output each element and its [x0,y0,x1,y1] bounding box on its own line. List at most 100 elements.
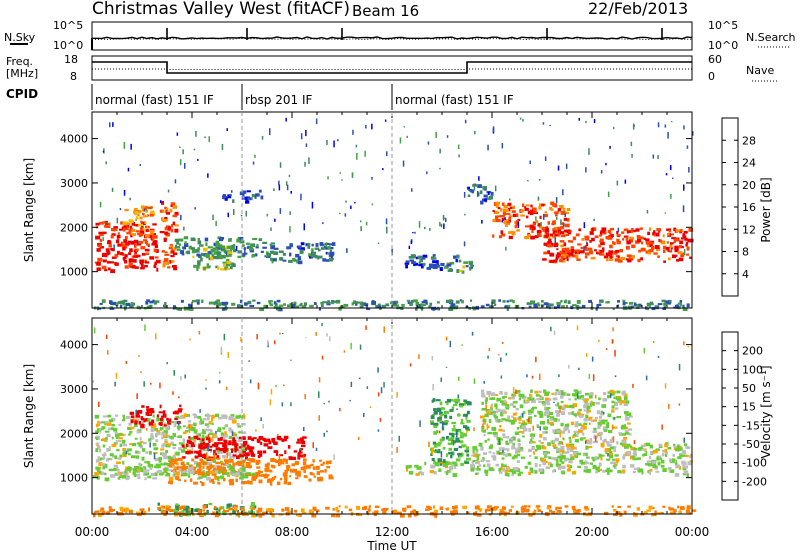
heatmap-cell [137,476,141,480]
nave-trace [92,68,692,70]
heatmap-cell [441,407,444,411]
heatmap-cell [649,301,654,306]
heatmap-cell [175,504,180,509]
heatmap-cell [202,430,206,435]
heatmap-cell [489,397,494,400]
heatmap-cell [117,250,120,255]
heatmap-cell [144,221,147,224]
heatmap-cell [296,473,301,477]
heatmap-cell [168,462,171,467]
heatmap-cell [547,414,550,418]
heatmap-cell [96,467,100,471]
heatmap-cell [668,229,672,233]
heatmap-cell [191,299,197,303]
heatmap-cell [329,254,332,257]
heatmap-cell [113,228,118,231]
heatmap-cell [554,404,558,407]
speckle-point [670,165,672,170]
speckle-point [107,350,109,355]
heatmap-cell [613,390,616,394]
heatmap-cell [210,256,213,261]
heatmap-cell [222,448,228,452]
heatmap-cell [96,267,101,271]
heatmap-cell [239,191,245,196]
heatmap-cell [466,426,470,431]
heatmap-cell [649,455,652,460]
heatmap-cell [515,450,518,454]
heatmap-cell [606,467,611,471]
heatmap-cell [432,260,437,263]
heatmap-cell [102,455,106,460]
heatmap-cell [251,446,255,450]
speckle-point [686,145,689,149]
heatmap-cell [588,395,593,399]
heatmap-cell [293,301,297,305]
speckle-point [537,196,540,201]
speckle-point [312,442,314,449]
heatmap-cell [170,260,175,263]
heatmap-cell [646,307,649,311]
heatmap-cell [122,419,126,422]
heatmap-cell [596,470,600,473]
heatmap-cell [448,307,454,311]
heatmap-cell [517,218,521,222]
heatmap-cell [578,430,583,433]
speckle-point [167,189,170,193]
heatmap-cell [430,422,435,425]
heatmap-cell [641,470,644,475]
heatmap-cell [150,472,155,477]
speckle-point [576,392,579,399]
heatmap-cell [138,233,143,237]
heatmap-cell [488,409,494,412]
heatmap-cell [183,505,186,509]
heatmap-cell [135,450,139,453]
heatmap-cell [556,412,560,416]
speckle-point [231,190,233,193]
heatmap-cell [141,252,146,256]
speckle-point [286,184,289,191]
colorbar-tick-label: 50 [742,382,756,395]
heatmap-cell [357,301,361,304]
heatmap-cell [546,410,551,414]
heatmap-cell [538,400,542,403]
colorbar-tick-label: 15 [742,401,756,414]
heatmap-cell [172,214,178,218]
heatmap-cell [121,243,126,248]
heatmap-cell [617,506,622,508]
heatmap-cell [481,389,485,393]
heatmap-cell [277,307,283,312]
heatmap-cell [611,505,614,508]
heatmap-cell [560,231,565,235]
heatmap-cell [348,508,353,512]
heatmap-cell [162,219,167,223]
speckle-point [114,381,116,387]
heatmap-cell [117,301,123,304]
heatmap-cell [136,305,140,310]
speckle-point [337,139,339,142]
heatmap-cell [133,474,137,477]
heatmap-cell [556,459,559,463]
heatmap-cell [624,430,629,433]
heatmap-cell [562,437,565,441]
heatmap-cell [502,399,507,404]
heatmap-cell [183,236,189,240]
heatmap-cell [196,253,201,257]
speckle-point [603,412,605,415]
speckle-point [463,241,466,247]
heatmap-cell [603,255,608,259]
heatmap-cell [171,248,174,251]
heatmap-cell [173,421,179,425]
heatmap-cell [606,258,609,262]
heatmap-cell [116,461,121,464]
heatmap-cell [136,216,139,219]
heatmap-cell [627,428,633,431]
heatmap-cell [674,473,680,477]
heatmap-cell [515,407,519,411]
heatmap-cell [506,219,511,223]
heatmap-cell [502,300,506,303]
heatmap-cell [545,512,548,515]
speckle-point [130,143,132,150]
speckle-point [220,346,223,353]
heatmap-cell [195,299,201,302]
heatmap-cell [104,421,109,424]
